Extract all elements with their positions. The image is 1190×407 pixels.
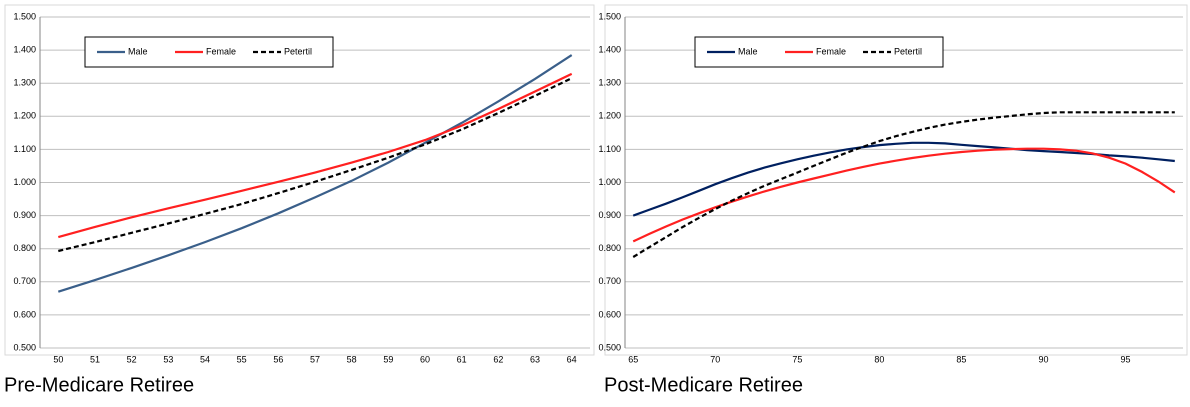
x-tick-label: 54: [200, 354, 210, 364]
y-tick-label: 1.200: [13, 111, 36, 121]
series-line: [57, 54, 573, 293]
y-tick-label: 0.600: [598, 309, 621, 319]
y-tick-label: 0.700: [13, 276, 36, 286]
legend-label: Female: [206, 46, 236, 56]
y-tick-label: 0.700: [598, 276, 621, 286]
y-tick-label: 1.000: [13, 177, 36, 187]
x-tick-label: 64: [567, 354, 577, 364]
legend-label: Male: [738, 46, 758, 56]
chart-caption: Post-Medicare Retiree: [604, 374, 803, 396]
y-tick-label: 0.500: [598, 342, 621, 352]
y-tick-label: 1.300: [598, 78, 621, 88]
y-tick-label: 0.900: [598, 210, 621, 220]
x-tick-label: 50: [53, 354, 63, 364]
y-tick-label: 1.100: [598, 144, 621, 154]
x-tick-label: 57: [310, 354, 320, 364]
legend-label: Petertil: [894, 46, 922, 56]
series-line: [632, 147, 1176, 243]
y-tick-label: 1.100: [13, 144, 36, 154]
y-tick-label: 0.600: [13, 309, 36, 319]
x-tick-label: 85: [956, 354, 966, 364]
x-tick-label: 80: [874, 354, 884, 364]
series-line: [58, 77, 573, 253]
chart-frame: [4, 4, 595, 356]
y-tick-label: 1.400: [598, 44, 621, 54]
y-tick-label: 0.500: [13, 342, 36, 352]
x-tick-label: 58: [347, 354, 357, 364]
y-tick-label: 1.200: [598, 111, 621, 121]
series-line: [632, 141, 1175, 217]
x-tick-label: 70: [710, 354, 720, 364]
y-tick-label: 0.800: [13, 243, 36, 253]
legend-label: Male: [128, 46, 148, 56]
x-tick-label: 90: [1038, 354, 1048, 364]
series-line: [58, 72, 573, 239]
x-tick-label: 51: [90, 354, 100, 364]
chart-frame: [604, 4, 1188, 356]
x-tick-label: 52: [127, 354, 137, 364]
y-tick-label: 1.000: [598, 177, 621, 187]
y-tick-label: 0.800: [598, 243, 621, 253]
y-tick-label: 0.900: [13, 210, 36, 220]
legend-label: Female: [816, 46, 846, 56]
series-line: [632, 111, 1175, 258]
x-tick-label: 95: [1121, 354, 1131, 364]
x-tick-label: 59: [383, 354, 393, 364]
x-tick-label: 55: [237, 354, 247, 364]
x-tick-label: 65: [628, 354, 638, 364]
y-tick-label: 1.300: [13, 78, 36, 88]
x-tick-label: 53: [163, 354, 173, 364]
y-tick-label: 1.500: [13, 11, 36, 21]
x-tick-label: 63: [530, 354, 540, 364]
x-tick-label: 61: [457, 354, 467, 364]
legend-box: [84, 36, 334, 68]
legend-label: Petertil: [284, 46, 312, 56]
chart-caption: Pre-Medicare Retiree: [4, 374, 194, 396]
y-tick-label: 1.500: [598, 11, 621, 21]
x-tick-label: 56: [273, 354, 283, 364]
x-tick-label: 60: [420, 354, 430, 364]
x-tick-label: 75: [792, 354, 802, 364]
legend-box: [694, 36, 944, 68]
y-tick-label: 1.400: [13, 44, 36, 54]
x-tick-label: 62: [493, 354, 503, 364]
